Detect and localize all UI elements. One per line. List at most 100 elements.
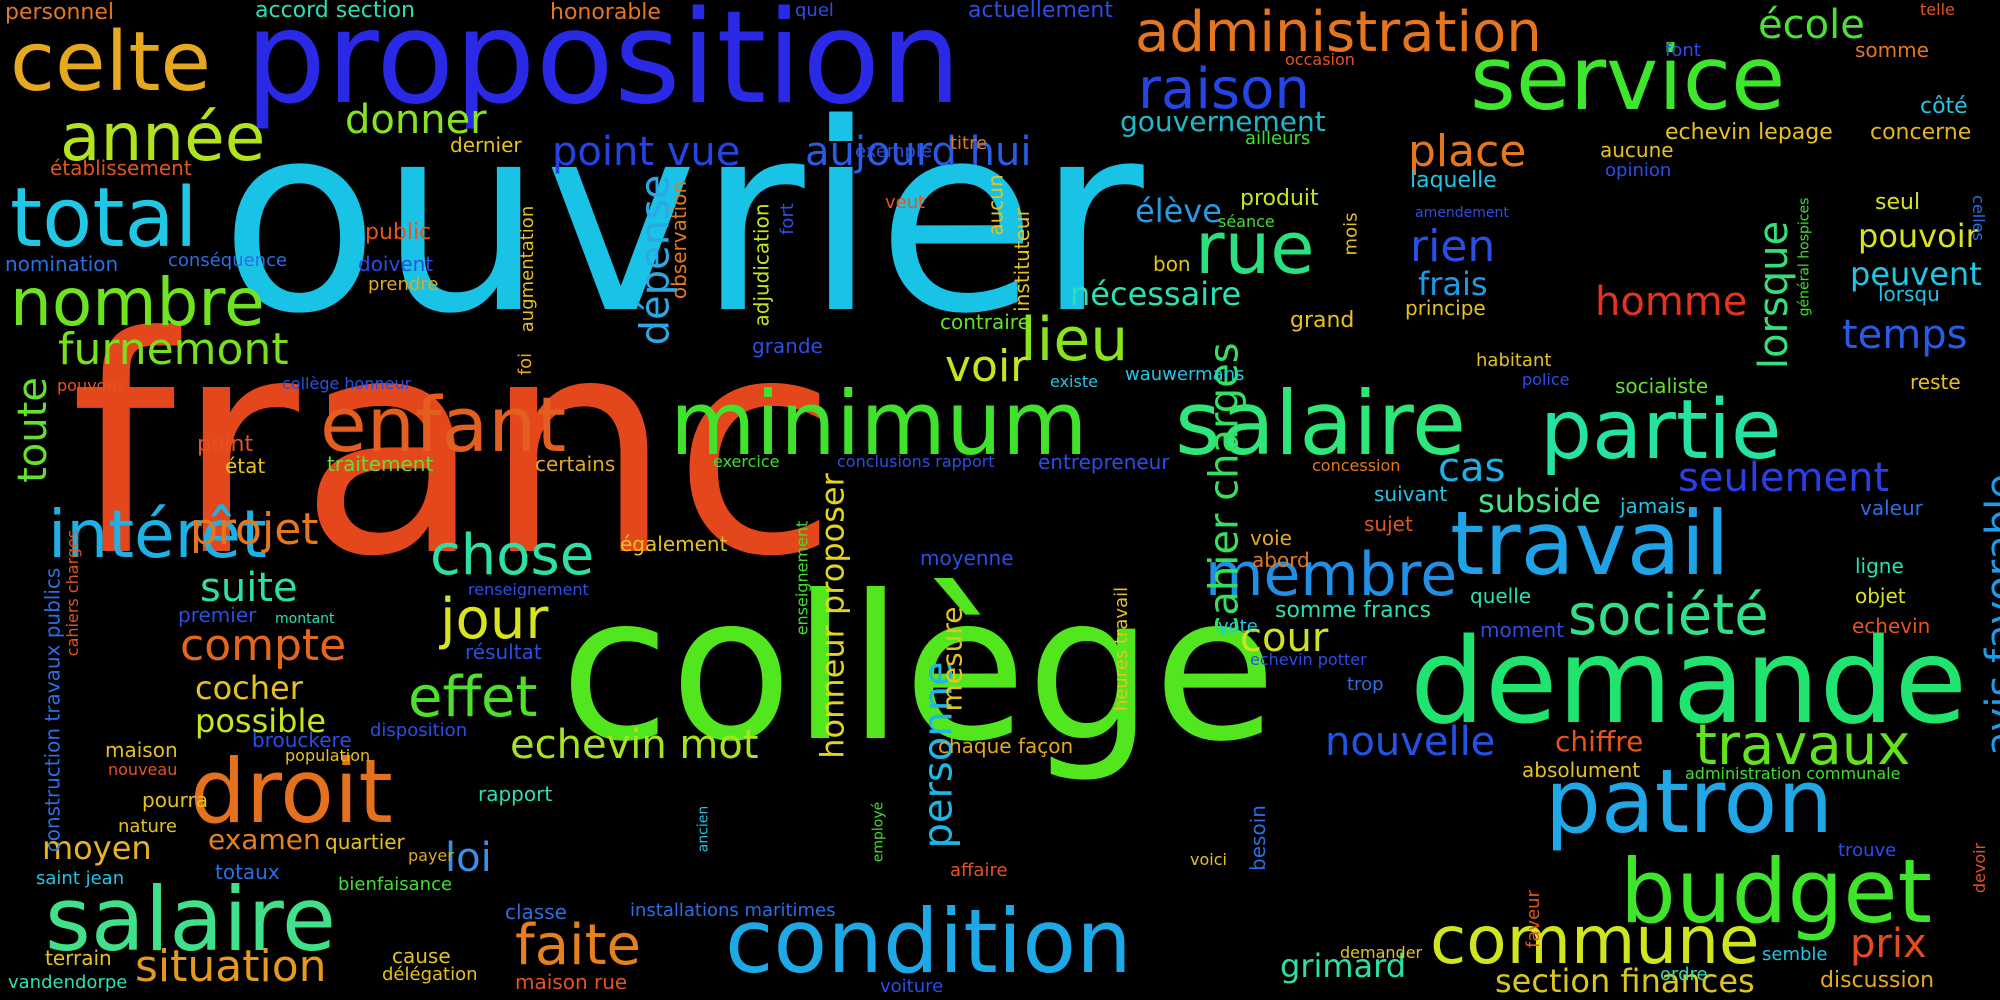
cloud-word: chose	[430, 523, 595, 588]
cloud-word: pouvoir	[1858, 217, 1979, 255]
cloud-word: adjudication	[749, 203, 774, 327]
cloud-word: seul	[1875, 190, 1921, 215]
cloud-word: cause	[392, 944, 451, 968]
cloud-word: collège	[560, 553, 1277, 786]
cloud-word: personnel	[5, 0, 115, 25]
cloud-word: abord	[1252, 548, 1310, 572]
cloud-word: instituteur	[1009, 208, 1034, 312]
cloud-word: ancien	[695, 805, 712, 853]
cloud-word: vote	[1218, 616, 1258, 637]
cloud-word: faveur	[1522, 890, 1544, 948]
cloud-word: société	[1568, 583, 1769, 648]
cloud-word: actuellement	[968, 0, 1113, 23]
cloud-word: également	[620, 532, 728, 556]
cloud-word: cocher	[195, 669, 303, 707]
cloud-word: honorable	[550, 0, 661, 25]
cloud-word: homme	[1595, 279, 1748, 325]
cloud-word: salaire	[1175, 372, 1466, 475]
cloud-word: subside	[1478, 482, 1601, 520]
cloud-word: contraire	[940, 310, 1030, 334]
cloud-word: exercice	[713, 452, 780, 471]
cloud-word: pourra	[142, 788, 208, 812]
cloud-word: laquelle	[1410, 168, 1497, 193]
cloud-word: heures travail	[1111, 586, 1133, 712]
cloud-word: cas	[1438, 445, 1506, 491]
cloud-word: besoin	[1245, 805, 1270, 871]
cloud-word: objet	[1855, 584, 1906, 608]
cloud-word: somme francs	[1275, 598, 1432, 623]
cloud-word: aujourd hui	[805, 129, 1032, 175]
cloud-word: doivent	[358, 252, 434, 276]
cloud-word: donner	[345, 97, 487, 143]
cloud-word: echevin mot	[510, 722, 759, 768]
cloud-word: nomination	[5, 252, 119, 276]
cloud-word: cahier charges	[1201, 342, 1248, 638]
cloud-word: année	[60, 99, 266, 176]
cloud-word: payer	[408, 846, 454, 865]
cloud-word: proposition	[245, 0, 962, 133]
cloud-word: produit	[1240, 186, 1319, 211]
cloud-word: conclusions rapport	[837, 452, 995, 471]
cloud-word: suite	[200, 565, 298, 611]
cloud-word: gouvernement	[1120, 105, 1326, 138]
cloud-word: point	[197, 432, 254, 457]
cloud-word: sujet	[1364, 512, 1413, 536]
cloud-word: terrain	[45, 946, 112, 970]
cloud-word: furnemont	[58, 324, 289, 375]
cloud-word: voie	[1250, 526, 1292, 550]
cloud-word: celte	[10, 15, 211, 110]
cloud-word: compte	[180, 620, 347, 671]
cloud-word: cahiers charges	[63, 529, 83, 657]
cloud-word: population	[285, 746, 371, 765]
cloud-word: travail	[1450, 492, 1730, 595]
cloud-word: situation	[135, 941, 327, 992]
cloud-word: lorsqu	[1878, 282, 1940, 306]
cloud-word: rien	[1410, 221, 1496, 272]
cloud-word: absolument	[1522, 758, 1641, 782]
cloud-word: chiffre	[1555, 725, 1644, 758]
cloud-word: observation	[667, 180, 692, 300]
cloud-word: socialiste	[1615, 374, 1709, 398]
cloud-word: élève	[1135, 192, 1222, 230]
cloud-word: dernier	[450, 133, 522, 157]
cloud-word: quelle	[1470, 584, 1532, 608]
cloud-word: construction travaux publics	[40, 567, 65, 853]
cloud-word: point vue	[552, 129, 741, 175]
cloud-word: ordre	[1660, 964, 1708, 985]
cloud-word: condition	[725, 890, 1132, 993]
cloud-word: nécessaire	[1070, 275, 1242, 313]
cloud-word: prendre	[368, 274, 439, 295]
cloud-word: moyen	[42, 829, 152, 867]
cloud-word: grande	[752, 334, 823, 358]
cloud-word: somme	[1855, 38, 1929, 62]
cloud-word: saint jean	[36, 868, 125, 889]
cloud-word: principe	[1405, 296, 1486, 320]
cloud-word: premier	[178, 603, 257, 627]
cloud-word: frais	[1418, 265, 1488, 303]
cloud-word: prix	[1850, 921, 1927, 967]
cloud-word: augmentation	[517, 205, 539, 333]
cloud-word: peuvent	[1850, 255, 1982, 293]
cloud-word: seulement	[1678, 455, 1890, 501]
cloud-word: celles	[1968, 195, 1988, 241]
cloud-word: enseignement	[792, 520, 812, 636]
cloud-word: projet	[190, 504, 319, 555]
cloud-word: fort	[776, 203, 798, 235]
cloud-word: entrepreneur	[1038, 450, 1170, 474]
cloud-word: service	[1470, 27, 1786, 130]
cloud-word: place	[1408, 126, 1527, 177]
cloud-word: résultat	[465, 640, 542, 664]
cloud-word: section finances	[1495, 962, 1755, 1000]
cloud-word: façon	[1018, 734, 1074, 758]
cloud-word: grimard	[1280, 947, 1407, 985]
cloud-word: loi	[445, 835, 492, 881]
cloud-word: public	[365, 220, 432, 245]
cloud-word: opinion	[1605, 160, 1672, 181]
cloud-word: administration communale	[1685, 764, 1901, 783]
cloud-word: grand	[1290, 308, 1355, 333]
cloud-word: aucun	[983, 174, 1008, 236]
cloud-word: voiture	[880, 976, 944, 997]
cloud-word: patron	[1545, 750, 1834, 853]
cloud-word: enfant	[320, 380, 567, 469]
cloud-word: école	[1758, 2, 1865, 48]
